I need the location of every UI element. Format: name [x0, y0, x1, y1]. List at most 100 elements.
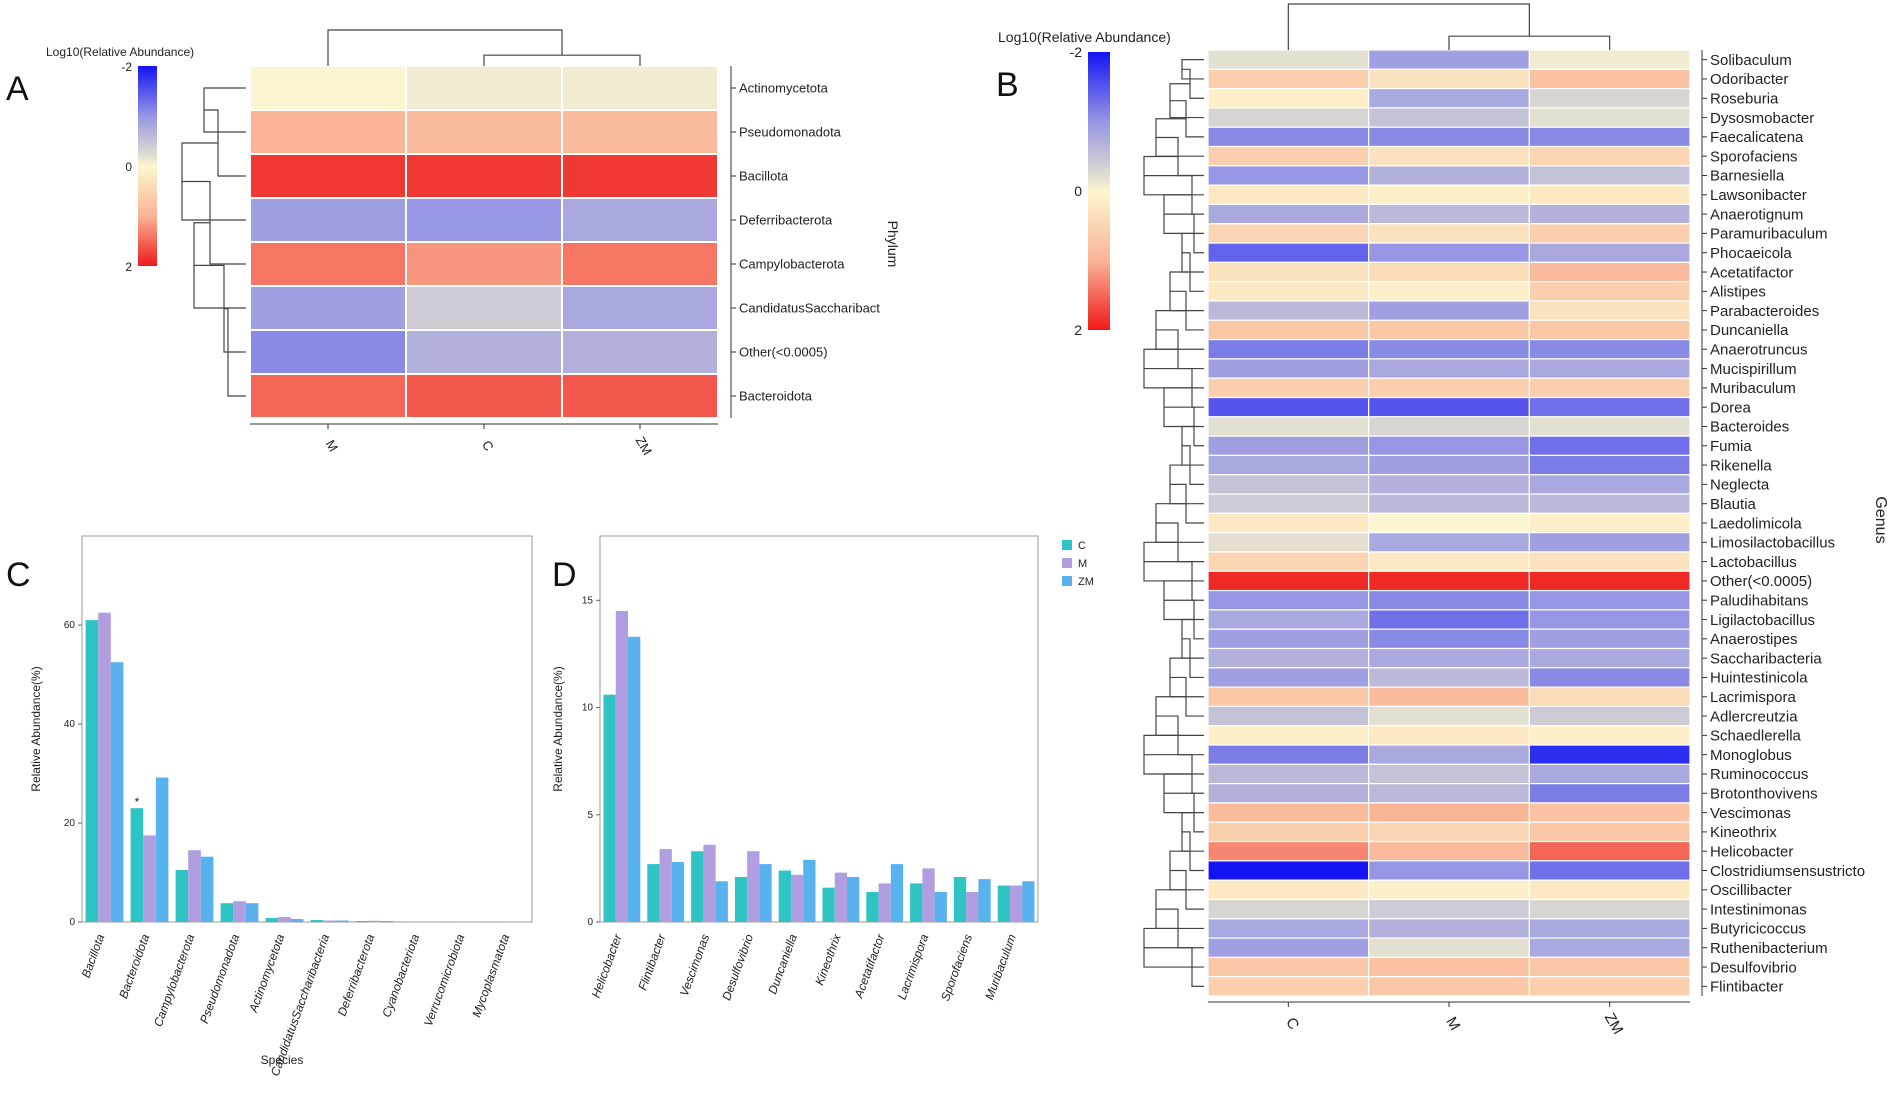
row-label: Kineothrix: [1710, 824, 1777, 841]
bar: [934, 891, 947, 922]
row-label: Phocaeicola: [1710, 245, 1792, 262]
row-label: Schaedlerella: [1710, 728, 1802, 745]
heatmap-cell: [405, 373, 563, 419]
heatmap-cell: [1207, 49, 1370, 70]
heatmap-cell: [1368, 281, 1530, 302]
panel-letter-a: A: [6, 70, 29, 108]
heatmap-cell: [1207, 647, 1370, 669]
bar: [890, 864, 904, 922]
column-label: ZM: [633, 434, 655, 458]
bar: [130, 808, 144, 922]
heatmap-cell: [1368, 705, 1530, 727]
heatmap-cell: [1368, 570, 1530, 592]
legend-colorbar: [1088, 52, 1110, 330]
row-label: Butyricicoccus: [1710, 921, 1806, 938]
x-tick-label: Sporofaciens: [938, 932, 975, 1003]
heatmap-cell: [1207, 126, 1370, 148]
heatmap-cell: [1368, 783, 1530, 804]
legend-label: M: [1078, 558, 1087, 570]
heatmap-cell: [1368, 319, 1530, 341]
heatmap-cell: [1528, 474, 1691, 495]
bar: [110, 662, 124, 922]
heatmap-cell: [405, 285, 563, 331]
heatmap-cell: [1207, 937, 1370, 958]
heatmap-cell: [1207, 705, 1370, 727]
heatmap-cell: [405, 153, 563, 199]
bar: [647, 864, 660, 922]
bar: [175, 870, 189, 922]
heatmap-cell: [1207, 493, 1370, 514]
heatmap-cell: [1207, 609, 1370, 630]
heatmap-cell: [1207, 396, 1370, 418]
panel-letter-d: D: [552, 556, 577, 594]
row-label: Solibaculum: [1710, 52, 1792, 69]
bar: [778, 870, 791, 922]
heatmap-cell: [1528, 281, 1691, 302]
x-tick-label: Kineothrix: [812, 931, 844, 987]
row-label: Rikenella: [1710, 457, 1772, 474]
row-label: Lactobacillus: [1710, 554, 1797, 571]
heatmap-cell: [1207, 821, 1370, 843]
y-tick-label: 15: [582, 595, 594, 606]
heatmap-cell: [1207, 281, 1370, 302]
row-label: Fumia: [1710, 438, 1752, 455]
bar: [703, 844, 716, 922]
heatmap-cell: [1207, 512, 1370, 534]
bar: [910, 883, 923, 922]
heatmap-cell: [249, 65, 407, 111]
heatmap-cell: [1207, 783, 1370, 804]
heatmap-cell: [1207, 223, 1370, 244]
row-label: Roseburia: [1710, 91, 1779, 108]
bar: [759, 864, 772, 922]
y-tick-label: 0: [69, 917, 75, 928]
heatmap-cell: [405, 241, 563, 287]
row-label: Intestinimonas: [1710, 901, 1807, 918]
row-label: Deferribacterota: [739, 213, 833, 228]
heatmap-cell: [1368, 338, 1530, 360]
heatmap-cell: [1207, 474, 1370, 495]
bar: [310, 920, 324, 922]
heatmap-cell: [1528, 319, 1691, 341]
heatmap-cell: [1207, 377, 1370, 399]
heatmap-cell: [1528, 860, 1691, 881]
bar: [155, 777, 169, 922]
bar: [265, 918, 279, 922]
heatmap-cell: [1528, 126, 1691, 148]
heatmap-cell: [1207, 860, 1370, 881]
column-label: M: [323, 437, 341, 454]
row-label: Muribaculum: [1710, 380, 1796, 397]
legend-tick-label: 2: [125, 260, 132, 274]
column-label: ZM: [1601, 1010, 1627, 1037]
heatmap-cell: [1207, 918, 1370, 939]
bar: [380, 921, 394, 922]
row-label: Helicobacter: [1710, 843, 1793, 860]
heatmap-cell: [561, 285, 719, 331]
col-dendrogram-branch: [327, 29, 563, 66]
heatmap-cell: [1368, 551, 1530, 572]
row-label: Brotonthovivens: [1710, 786, 1818, 803]
heatmap-cell: [1368, 454, 1530, 476]
heatmap-cell: [1368, 88, 1530, 109]
heatmap-cell: [1528, 68, 1691, 90]
heatmap-cell: [1528, 300, 1691, 321]
heatmap-cell: [1368, 532, 1530, 553]
bar: [200, 856, 214, 922]
bar: [290, 919, 304, 922]
bar: [966, 891, 979, 922]
heatmap-cell: [561, 65, 719, 111]
row-label: Paramuribaculum: [1710, 226, 1828, 243]
panel-letter-c: C: [6, 556, 31, 594]
heatmap-cell: [249, 197, 407, 243]
heatmap-cell: [1528, 377, 1691, 399]
bar: [978, 879, 991, 922]
x-tick-label: Duncaniella: [765, 932, 800, 996]
heatmap-cell: [1368, 725, 1530, 746]
row-label: Limosilactobacillus: [1710, 535, 1835, 552]
heatmap-cell: [1368, 223, 1530, 244]
heatmap-cell: [1528, 647, 1691, 669]
row-label: Anaerostipes: [1710, 631, 1798, 648]
row-label: Actinomycetota: [739, 81, 829, 96]
row-label: Alistipes: [1710, 284, 1766, 301]
bar: [822, 887, 835, 922]
legend-tick-label: -2: [1070, 44, 1083, 60]
